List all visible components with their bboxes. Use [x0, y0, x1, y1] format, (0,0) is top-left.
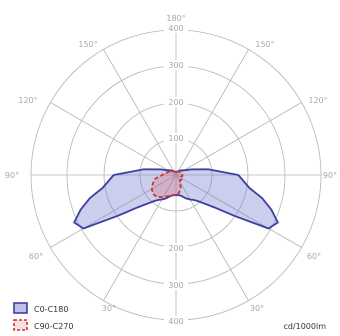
legend: C0-C180 C90-C270: [13, 302, 74, 331]
angle-label-180: 180°: [166, 14, 185, 23]
legend-label-c90-c270: C90-C270: [34, 322, 74, 331]
tick-label-400-bottom: 400: [168, 317, 183, 326]
series-layer: [73, 168, 279, 230]
series-c0-c180-curve: [73, 168, 279, 230]
angle-label-60-right: 60°: [307, 252, 321, 261]
angle-label-90-left: 90°: [5, 171, 19, 180]
angle-label-120-left: 120°: [18, 96, 37, 105]
spoke-240: [50, 102, 177, 176]
series-c90-c270-curve: [150, 170, 184, 199]
spoke-330: [103, 174, 177, 301]
legend-swatch-c90-c270: [13, 319, 28, 331]
angle-label-30-left: 30°: [102, 304, 116, 313]
angle-label-90-right: 90°: [323, 171, 337, 180]
legend-label-c0-c180: C0-C180: [34, 305, 68, 314]
angle-label-150-right: 150°: [255, 40, 274, 49]
unit-label: cd/1000lm: [283, 322, 326, 331]
spoke-300: [50, 174, 177, 248]
spoke-210: [103, 49, 177, 176]
tick-label-400-top: 400: [168, 24, 183, 33]
angle-label-120-right: 120°: [308, 96, 327, 105]
tick-label-200-top: 200: [168, 98, 183, 107]
legend-swatch-c0-c180: [13, 302, 28, 314]
spoke-60: [175, 174, 302, 248]
angle-label-60-left: 60°: [29, 252, 43, 261]
angle-label-150-left: 150°: [78, 40, 97, 49]
tick-label-200-bottom: 200: [168, 244, 183, 253]
spoke-30: [175, 174, 249, 301]
spoke-120: [175, 102, 302, 176]
tick-label-300-bottom: 300: [168, 281, 183, 290]
angle-label-30-right: 30°: [250, 304, 264, 313]
tick-label-100-top: 100: [168, 134, 183, 143]
spoke-150: [175, 49, 249, 176]
tick-label-300-top: 300: [168, 61, 183, 70]
grid-spokes: [31, 30, 321, 320]
